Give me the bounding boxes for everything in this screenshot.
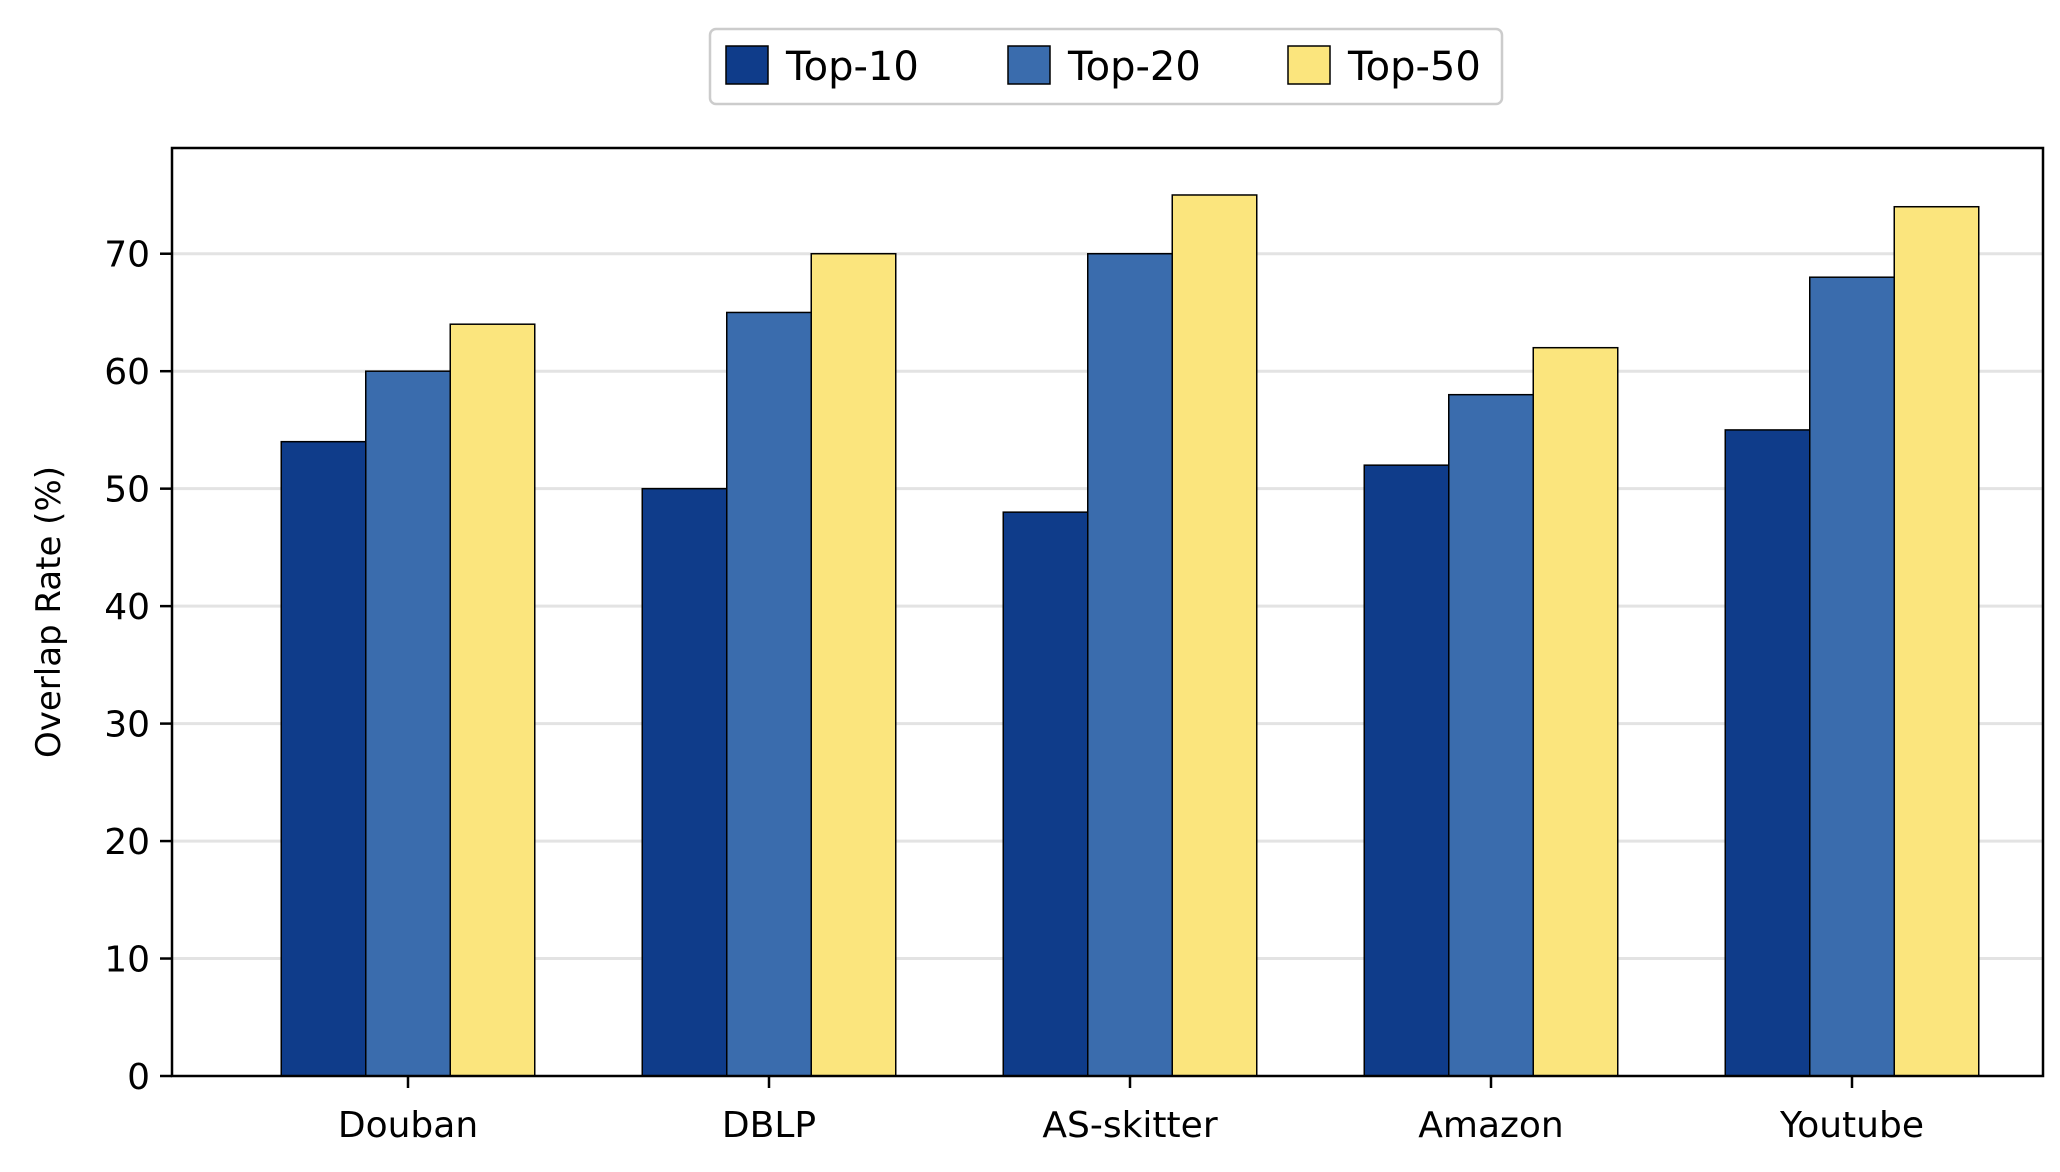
y-tick-label: 30 [104, 705, 150, 746]
legend-label: Top-50 [1347, 44, 1481, 90]
legend-swatch [1287, 45, 1331, 85]
bar-as-skitter-top-20 [1087, 252, 1173, 1077]
bar-douban-top-20 [365, 370, 451, 1077]
bar-as-skitter-top-50 [1171, 194, 1258, 1077]
legend-label: Top-10 [785, 44, 919, 90]
bar-youtube-top-20 [1809, 276, 1895, 1077]
y-tick-label: 20 [104, 822, 150, 863]
x-tick-label: AS-skitter [1042, 1105, 1217, 1146]
legend-label: Top-20 [1067, 44, 1201, 90]
bar-dblp-top-10 [641, 487, 728, 1077]
y-axis: 0 10 20 30 40 50 60 70 [104, 235, 172, 1098]
y-tick-label: 70 [104, 235, 150, 276]
bar-as-skitter-top-10 [1002, 511, 1089, 1077]
bar-dblp-top-50 [810, 252, 897, 1077]
bar-youtube-top-50 [1893, 205, 1980, 1077]
legend-swatch [1007, 45, 1051, 85]
bar-amazon-top-20 [1448, 393, 1534, 1077]
bar-amazon-top-50 [1532, 346, 1619, 1077]
plot-frame [170, 146, 2045, 1078]
y-axis-label: Overlap Rate (%) [29, 466, 69, 758]
bars [280, 194, 1980, 1077]
x-tick-label: Douban [338, 1105, 478, 1146]
y-tick-label: 50 [104, 470, 150, 511]
y-tick-label: 40 [104, 587, 150, 628]
bar-douban-top-10 [280, 440, 367, 1077]
y-tick-label: 0 [127, 1057, 150, 1098]
legend: Top-10 Top-20 Top-50 [708, 27, 1504, 106]
bar-douban-top-50 [449, 323, 536, 1077]
y-tick-label: 60 [104, 352, 150, 393]
x-tick-label: Amazon [1418, 1105, 1564, 1146]
x-tick-label: DBLP [722, 1105, 816, 1146]
bar-amazon-top-10 [1363, 464, 1450, 1077]
legend-swatch [725, 45, 769, 85]
bar-dblp-top-20 [726, 311, 812, 1077]
y-tick-label: 10 [104, 940, 150, 981]
x-tick-label: Youtube [1779, 1105, 1924, 1146]
x-axis: Douban DBLP AS-skitter Amazon Youtube [338, 1076, 1924, 1146]
bar-youtube-top-10 [1724, 429, 1811, 1077]
